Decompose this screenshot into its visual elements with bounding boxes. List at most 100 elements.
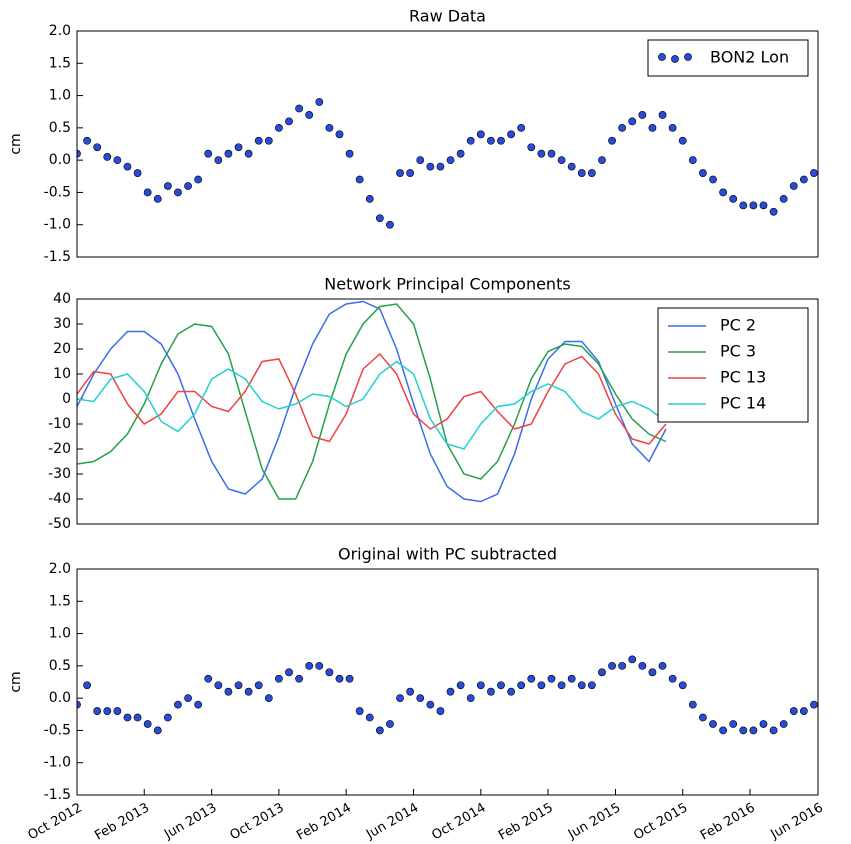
scatter-point <box>103 153 112 161</box>
scatter-point <box>375 214 384 223</box>
y-tick-label: 20 <box>53 341 71 357</box>
scatter-point <box>476 130 485 139</box>
scatter-point <box>174 700 182 709</box>
legend-swatch <box>671 55 679 63</box>
scatter-point <box>133 713 142 722</box>
scatter-point <box>658 111 667 119</box>
scatter-point <box>214 681 223 690</box>
scatter-point <box>719 188 728 197</box>
scatter-point <box>386 720 394 728</box>
scatter-point <box>789 707 798 715</box>
panel-title: Network Principal Components <box>324 275 570 294</box>
scatter-point <box>537 149 546 158</box>
scatter-point <box>375 726 384 735</box>
plot-area <box>77 655 818 735</box>
scatter-point <box>406 687 415 696</box>
scatter-point <box>476 681 485 690</box>
scatter-point <box>769 207 778 216</box>
scatter-point <box>739 201 748 210</box>
scatter-point <box>113 707 122 715</box>
scatter-point <box>799 707 808 715</box>
scatter-point <box>628 655 637 664</box>
scatter-point <box>810 700 818 709</box>
y-tick-label: 10 <box>53 366 71 382</box>
scatter-point <box>436 162 445 171</box>
scatter-point <box>517 681 526 690</box>
scatter-point <box>759 201 768 210</box>
scatter-point <box>244 149 253 158</box>
scatter-point <box>567 674 576 683</box>
scatter-point <box>355 175 364 184</box>
legend-label: BON2 Lon <box>710 48 789 67</box>
scatter-point <box>456 149 465 158</box>
legend-label: PC 14 <box>720 394 766 413</box>
panel: Raw Data cm 2.0 1.5 1.0 0.5 0.0 -0.5 -1.0 -1.5 BON… <box>8 7 819 265</box>
scatter-point <box>335 130 344 139</box>
scatter-point <box>598 668 606 677</box>
y-tick-label: -0.5 <box>44 184 71 200</box>
scatter-point <box>517 123 526 132</box>
plot-area <box>77 98 818 229</box>
scatter-point <box>668 123 677 132</box>
scatter-point <box>557 681 566 690</box>
y-tick-label: -1.0 <box>44 755 71 771</box>
scatter-point <box>194 700 203 709</box>
scatter-point <box>275 674 283 683</box>
scatter-point <box>466 136 475 145</box>
scatter-point <box>688 156 697 165</box>
scatter-point <box>628 117 637 126</box>
legend-swatch <box>658 53 666 61</box>
y-tick-label: -10 <box>48 416 71 432</box>
scatter-point <box>234 681 243 690</box>
scatter-point <box>143 188 152 197</box>
x-tick-label: Jun 2015 <box>565 801 623 843</box>
scatter-point <box>709 175 717 184</box>
scatter-point <box>163 713 172 722</box>
scatter-point <box>355 707 364 715</box>
scatter-point <box>143 720 152 728</box>
scatter-point <box>749 726 758 735</box>
scatter-point <box>436 707 445 715</box>
scatter-point <box>153 726 162 735</box>
scatter-point <box>406 169 415 177</box>
x-tick-label: Oct 2014 <box>429 801 488 844</box>
scatter-point <box>618 123 627 132</box>
scatter-point <box>93 707 102 715</box>
scatter-point <box>305 111 314 119</box>
scatter-point <box>315 98 324 106</box>
x-tick-label: Oct 2012 <box>26 801 85 844</box>
scatter-point <box>295 674 303 683</box>
plot-area <box>77 300 667 503</box>
scatter-point <box>83 681 91 690</box>
scatter-point <box>113 156 122 165</box>
x-tick-label: Feb 2013 <box>92 801 152 844</box>
scatter-point <box>456 681 465 690</box>
y-tick-label: 1.0 <box>49 626 71 642</box>
pc-line <box>77 303 667 500</box>
scatter-point <box>234 143 243 152</box>
scatter-point <box>789 182 798 190</box>
scatter-point <box>648 123 657 132</box>
scatter-point <box>275 123 283 132</box>
scatter-point <box>446 687 455 696</box>
scatter-point <box>123 162 132 171</box>
scatter-point <box>184 182 192 190</box>
scatter-point <box>577 169 586 177</box>
scatter-point <box>396 169 404 177</box>
scatter-point <box>174 188 182 197</box>
scatter-point <box>668 674 677 683</box>
pc-line <box>77 352 667 445</box>
scatter-point <box>123 713 132 722</box>
scatter-point <box>739 726 748 735</box>
y-tick-label: -1.5 <box>44 787 71 803</box>
pc-line <box>77 300 667 503</box>
panel-title: Original with PC subtracted <box>338 545 557 564</box>
x-tick-label: Oct 2013 <box>227 801 286 844</box>
scatter-point <box>93 143 102 152</box>
scatter-point <box>769 726 778 735</box>
x-tick-label: Feb 2014 <box>294 801 354 844</box>
scatter-point <box>315 661 324 670</box>
scatter-point <box>285 668 293 677</box>
scatter-point <box>537 681 546 690</box>
